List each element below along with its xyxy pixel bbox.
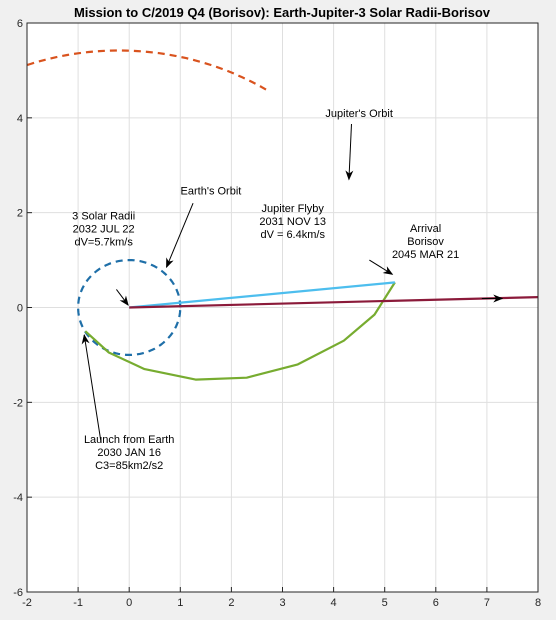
- annotation-text: Jupiter Flyby: [262, 203, 325, 215]
- y-tick-label: 4: [17, 113, 23, 125]
- annotation-text: Borisov: [407, 236, 444, 248]
- annotation-arrow: [166, 202, 194, 269]
- annotation-text: Jupiter's Orbit: [325, 108, 393, 120]
- x-tick-label: 2: [228, 597, 234, 609]
- annotation-arrow: [81, 334, 102, 443]
- x-tick-label: 3: [279, 597, 285, 609]
- series-line: [84, 281, 396, 381]
- annotation-text: Earth's Orbit: [181, 185, 242, 197]
- x-tick-label: -2: [22, 597, 32, 609]
- x-tick-label: 7: [484, 597, 490, 609]
- annotation: Jupiter's Orbit: [325, 108, 393, 181]
- ticks: -2 -1 0 1 2 3 4 5 6 7 8 -6 -4 -2 0 2 4 6: [13, 18, 541, 609]
- annotation-text: 2030 JAN 16: [97, 447, 161, 459]
- y-tick-label: -4: [13, 492, 23, 504]
- series-line: [129, 281, 396, 309]
- series-line: [27, 49, 267, 91]
- annotation-arrow: [345, 123, 354, 181]
- annotation-text: 2032 JUL 22: [73, 223, 135, 235]
- annotation-text: 3 Solar Radii: [72, 210, 135, 222]
- chart-title: Mission to C/2019 Q4 (Borisov): Earth-Ju…: [74, 5, 491, 20]
- y-tick-label: 2: [17, 208, 23, 220]
- x-tick-label: 4: [331, 597, 337, 609]
- x-tick-label: 8: [535, 597, 541, 609]
- annotation-text: dV=5.7km/s: [74, 236, 133, 248]
- annotation-text: 2031 NOV 13: [259, 216, 326, 228]
- series-line: [129, 296, 538, 309]
- x-tick-label: 0: [126, 597, 132, 609]
- annotation-text: dV = 6.4km/s: [260, 229, 325, 241]
- annotation-text: 2045 MAR 21: [392, 249, 459, 261]
- y-tick-label: 0: [17, 303, 23, 315]
- x-tick-label: -1: [73, 597, 83, 609]
- series-line: [77, 259, 182, 356]
- y-tick-label: -6: [13, 587, 23, 599]
- y-tick-label: 6: [17, 18, 23, 30]
- annotation-text: Arrival: [410, 223, 441, 235]
- annotation-arrow: [369, 259, 394, 275]
- x-tick-label: 6: [433, 597, 439, 609]
- series-layer: [27, 49, 538, 381]
- annotation: Earth's Orbit: [166, 185, 242, 269]
- x-tick-label: 1: [177, 597, 183, 609]
- y-tick-label: -2: [13, 397, 23, 409]
- annotation-text: C3=85km2/s2: [95, 460, 163, 472]
- annotation-arrow: [116, 289, 129, 306]
- x-tick-label: 5: [382, 597, 388, 609]
- annotation-text: Launch from Earth: [84, 434, 175, 446]
